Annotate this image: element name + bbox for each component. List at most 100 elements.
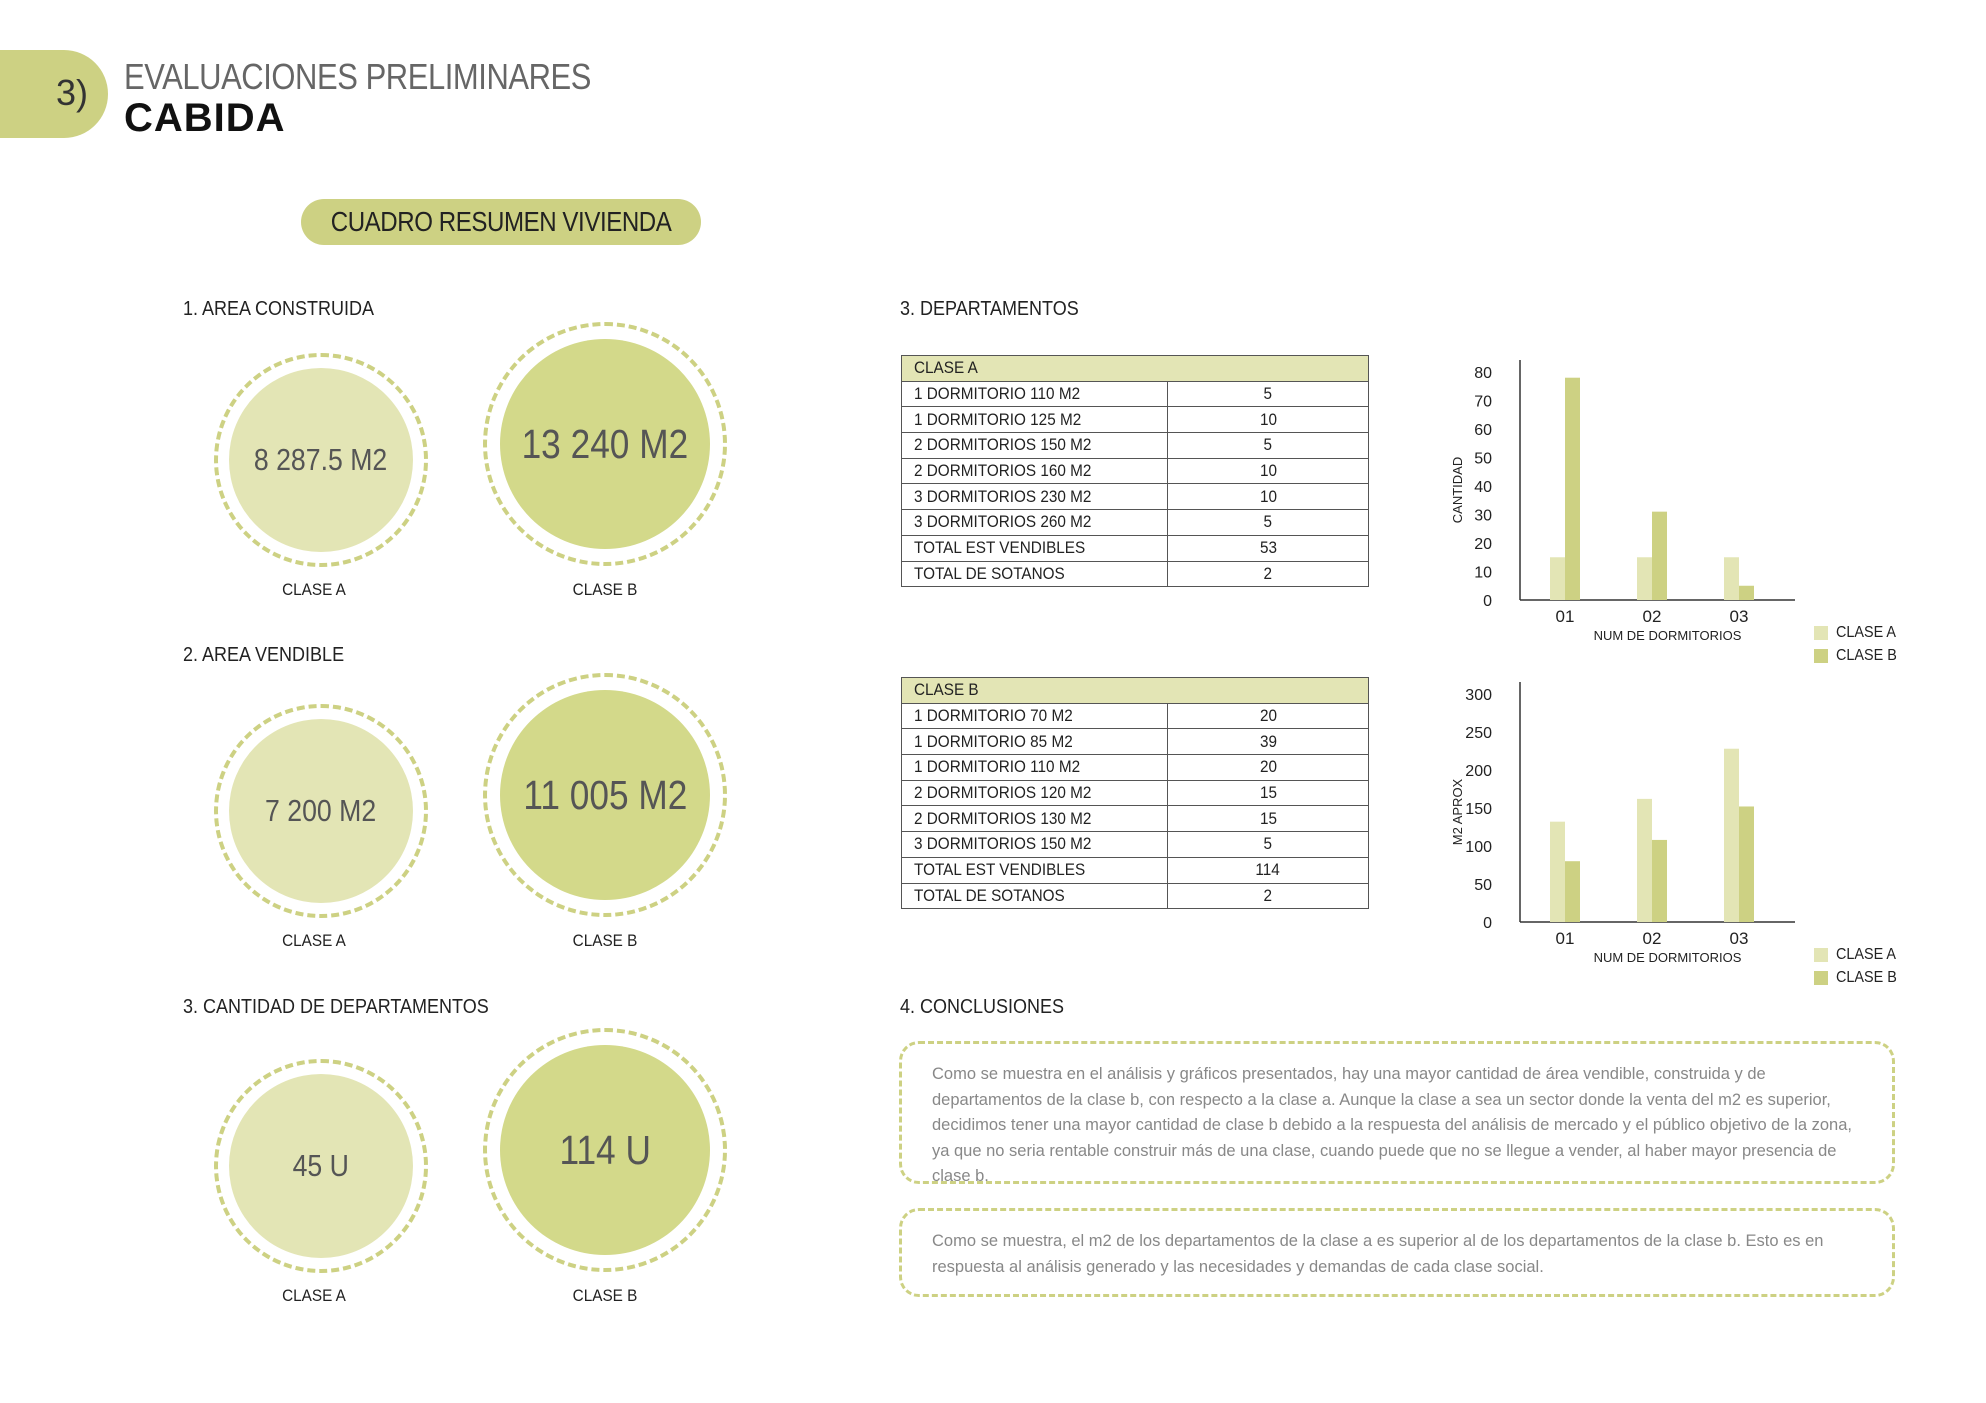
- label-vendible-b: CLASE B: [572, 931, 638, 950]
- row-value: 5: [1167, 831, 1369, 858]
- row-value: 10: [1167, 406, 1369, 434]
- legend-item-clase-a: CLASE A: [1814, 946, 1903, 964]
- row-value: 5: [1167, 380, 1369, 408]
- table-row: TOTAL EST VENDIBLES 53: [901, 534, 1369, 562]
- row-label: 3 DORMITORIOS 230 M2: [901, 483, 1168, 511]
- row-label: 1 DORMITORIO 85 M2: [901, 728, 1168, 756]
- conclusion-text-2: Como se muestra, el m2 de los departamen…: [932, 1232, 1824, 1276]
- section-title-area-construida: 1. AREA CONSTRUIDA: [183, 298, 375, 320]
- circle-construida-b: 13 240 M2: [500, 339, 710, 549]
- circle-cantidad-a: 45 U: [229, 1074, 413, 1258]
- row-value: 10: [1167, 483, 1369, 511]
- x-tick-label: 02: [1643, 607, 1662, 626]
- bar-clase-b-03: [1739, 585, 1754, 600]
- legend-label: CLASE A: [1836, 946, 1897, 963]
- table-row: TOTAL DE SOTANOS 2: [901, 882, 1369, 910]
- row-label-text: 2 DORMITORIOS 130 M2: [914, 808, 1092, 828]
- row-label-text: 3 DORMITORIOS 260 M2: [914, 512, 1092, 532]
- row-value-text: 5: [1263, 512, 1273, 532]
- value-construida-b: 13 240 M2: [521, 420, 689, 467]
- table-row: 1 DORMITORIO 110 M2 20: [901, 754, 1369, 781]
- chart-m2: 0 50 100 150 200 250 300 M2 APROX 01 02 03 NUM DE D…: [1450, 682, 1795, 965]
- x-axis-label: NUM DE DORMITORIOS: [1594, 628, 1742, 643]
- y-tick-label: 0: [1483, 915, 1492, 932]
- row-label: 2 DORMITORIOS 130 M2: [901, 805, 1168, 833]
- row-value-text: 10: [1259, 409, 1277, 429]
- table-header: CLASE B: [901, 677, 1369, 704]
- table-clase-a: CLASE A 1 DORMITORIO 110 M2 5 1 DORMITORI…: [901, 355, 1369, 588]
- y-tick-label: 20: [1474, 536, 1492, 553]
- bar-clase-b-03: [1739, 806, 1754, 922]
- y-tick-label: 300: [1465, 687, 1492, 704]
- row-label: TOTAL EST VENDIBLES: [901, 534, 1168, 562]
- row-value: 39: [1167, 728, 1369, 756]
- page-title: CABIDA: [124, 96, 286, 140]
- table-row: 3 DORMITORIOS 150 M2 5: [901, 831, 1369, 858]
- row-value: 20: [1167, 702, 1369, 730]
- row-value-text: 10: [1259, 461, 1277, 481]
- table-header-row: CLASE B: [901, 677, 1369, 704]
- y-axis-label: CANTIDAD: [1450, 457, 1465, 523]
- circle-vendible-b: 11 005 M2: [500, 690, 710, 900]
- bar-clase-a-03: [1724, 748, 1739, 922]
- row-label-text: 1 DORMITORIO 85 M2: [914, 731, 1073, 751]
- y-tick-label: 50: [1474, 451, 1492, 468]
- row-label: TOTAL DE SOTANOS: [901, 560, 1168, 588]
- row-label: 2 DORMITORIOS 120 M2: [901, 779, 1168, 807]
- section-title-departamentos: 3. DEPARTAMENTOS: [900, 298, 1079, 320]
- y-tick-label: 100: [1465, 839, 1492, 856]
- row-value: 20: [1167, 754, 1369, 781]
- bar-clase-b-01: [1565, 377, 1580, 600]
- y-tick-label: 60: [1474, 422, 1492, 439]
- bar-clase-a-01: [1550, 821, 1565, 922]
- row-label-text: TOTAL DE SOTANOS: [914, 563, 1065, 583]
- table-row: 1 DORMITORIO 125 M2 10: [901, 406, 1369, 434]
- section-number: 3): [56, 72, 89, 113]
- row-label: 2 DORMITORIOS 150 M2: [901, 432, 1168, 459]
- row-value: 5: [1167, 509, 1369, 536]
- row-label: TOTAL EST VENDIBLES: [901, 856, 1168, 884]
- section-number-pill: [0, 50, 108, 138]
- row-label: 3 DORMITORIOS 150 M2: [901, 831, 1168, 858]
- section-title-area-vendible: 2. AREA VENDIBLE: [183, 644, 345, 666]
- y-tick-label: 200: [1465, 763, 1492, 780]
- table-row: 2 DORMITORIOS 150 M2 5: [901, 432, 1369, 459]
- bar-clase-a-01: [1550, 557, 1565, 600]
- row-label-text: 1 DORMITORIO 125 M2: [914, 409, 1082, 429]
- legend-label: CLASE A: [1836, 624, 1897, 641]
- x-axis-label: NUM DE DORMITORIOS: [1594, 950, 1742, 965]
- row-value: 15: [1167, 805, 1369, 833]
- row-label-text: TOTAL EST VENDIBLES: [914, 860, 1086, 880]
- bar-clase-b-01: [1565, 861, 1580, 922]
- table-header-label: CLASE A: [914, 358, 978, 378]
- row-value-text: 5: [1263, 435, 1273, 455]
- circle-vendible-a: 7 200 M2: [229, 719, 413, 903]
- y-tick-label: 40: [1474, 479, 1492, 496]
- y-tick-label: 30: [1474, 508, 1492, 525]
- row-value-text: 15: [1259, 808, 1277, 828]
- row-label: 1 DORMITORIO 110 M2: [901, 380, 1168, 408]
- row-label-text: TOTAL EST VENDIBLES: [914, 538, 1086, 558]
- row-value-text: 20: [1259, 706, 1277, 726]
- row-label-text: 1 DORMITORIO 70 M2: [914, 706, 1073, 726]
- label-construida-a: CLASE A: [282, 580, 346, 599]
- row-label-text: 2 DORMITORIOS 150 M2: [914, 435, 1092, 455]
- row-value: 5: [1167, 432, 1369, 459]
- ring-cantidad-b: [483, 1028, 727, 1272]
- section-title-conclusiones: 4. CONCLUSIONES: [900, 996, 1065, 1018]
- y-axis-label: M2 APROX: [1450, 778, 1465, 845]
- ring-vendible-b: [483, 673, 727, 917]
- row-label-text: 1 DORMITORIO 110 M2: [914, 757, 1081, 777]
- y-tick-label: 80: [1474, 365, 1492, 382]
- row-label-text: 2 DORMITORIOS 120 M2: [914, 783, 1092, 803]
- value-cantidad-a: 45 U: [292, 1148, 350, 1183]
- row-value: 15: [1167, 779, 1369, 807]
- value-vendible-b: 11 005 M2: [522, 771, 688, 818]
- row-value-text: 2: [1263, 563, 1273, 583]
- legend-item-clase-a: CLASE A: [1814, 624, 1903, 642]
- table-row: 3 DORMITORIOS 230 M2 10: [901, 483, 1369, 511]
- bar-clase-a-03: [1724, 557, 1739, 600]
- ring-construida-a: [214, 353, 428, 567]
- conclusion-box-2: Como se muestra, el m2 de los departamen…: [899, 1208, 1895, 1297]
- table-row: TOTAL DE SOTANOS 2: [901, 560, 1369, 588]
